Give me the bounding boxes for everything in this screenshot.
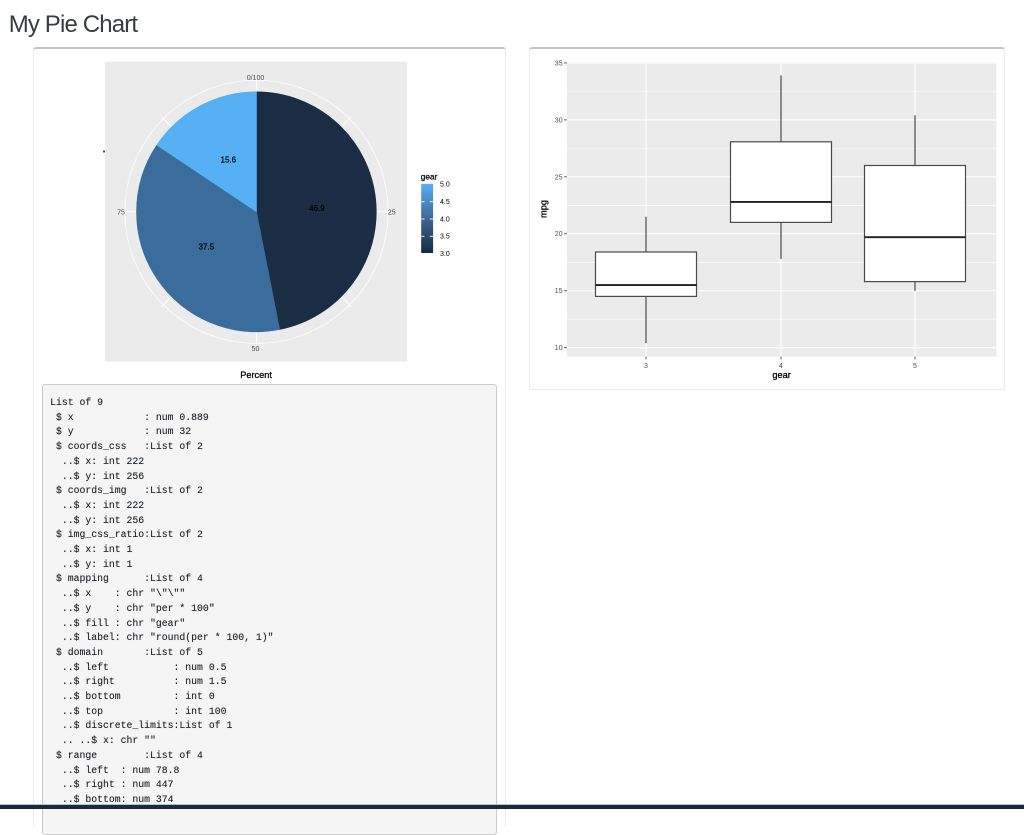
svg-text:4.5: 4.5 <box>440 199 450 206</box>
svg-text:3: 3 <box>644 363 648 370</box>
svg-text:10: 10 <box>555 345 563 352</box>
svg-text:30: 30 <box>555 117 563 124</box>
svg-text:50: 50 <box>251 346 259 353</box>
svg-text:35: 35 <box>555 60 563 67</box>
svg-text:0/100: 0/100 <box>246 75 264 82</box>
svg-text:25: 25 <box>387 210 395 217</box>
svg-text:3.0: 3.0 <box>440 251 450 258</box>
svg-text:4.0: 4.0 <box>440 216 450 223</box>
svg-text:5.0: 5.0 <box>440 182 450 189</box>
svg-text:gear: gear <box>420 172 437 182</box>
svg-text:15: 15 <box>555 288 563 295</box>
svg-text:Percent: Percent <box>240 370 272 380</box>
svg-text:37.5: 37.5 <box>198 242 214 251</box>
svg-text:gear: gear <box>772 370 790 380</box>
svg-text:46.9: 46.9 <box>309 204 325 213</box>
svg-text:75: 75 <box>117 210 125 217</box>
svg-text:3.5: 3.5 <box>440 234 450 241</box>
svg-text:15.6: 15.6 <box>220 155 236 164</box>
svg-text:mpg: mpg <box>538 200 548 218</box>
svg-text:20: 20 <box>555 231 563 238</box>
svg-text:25: 25 <box>555 174 563 181</box>
svg-text:5: 5 <box>913 363 917 370</box>
svg-text:4: 4 <box>779 363 783 370</box>
